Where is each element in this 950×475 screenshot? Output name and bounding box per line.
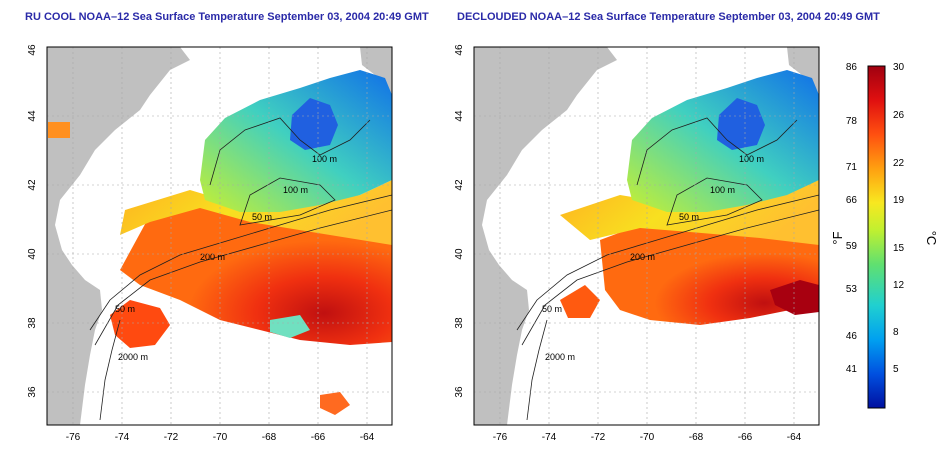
lat-tick-label: 46	[27, 44, 38, 56]
colorbar-f-tick: 59	[846, 241, 858, 252]
colorbar-c-tick: 19	[893, 195, 905, 206]
colorbar-c-tick: 15	[893, 243, 905, 254]
colorbar-c-tick: 12	[893, 280, 905, 291]
map-right-frame	[473, 46, 820, 426]
map-left-grid	[47, 47, 392, 425]
contour-label: 2000 m	[118, 352, 148, 362]
contour-label: 50 m	[252, 212, 272, 222]
colorbar-c-tick: 22	[893, 158, 905, 169]
lat-tick-label: 44	[454, 110, 465, 122]
contour-label: 200 m	[200, 252, 225, 262]
contour-label: 100 m	[739, 154, 764, 164]
colorbar-c-tick: 26	[893, 110, 905, 121]
contour-label: 100 m	[312, 154, 337, 164]
colorbar-f-tick: 86	[846, 62, 858, 73]
colorbar-gradient	[867, 65, 886, 409]
contour-label: 50 m	[115, 304, 135, 314]
colorbar-f-tick: 71	[846, 162, 858, 173]
colorbar-c-tick: 8	[893, 327, 899, 338]
map-right-grid	[474, 47, 819, 425]
lat-tick-label: 44	[27, 110, 38, 122]
lon-tick-label: -72	[591, 432, 606, 443]
map-title-right: DECLOUDED NOAA–12 Sea Surface Temperatur…	[457, 11, 880, 23]
lon-tick-label: -68	[262, 432, 277, 443]
colorbar-c-unit: °C	[924, 231, 939, 246]
colorbar-c-tick: 30	[893, 62, 905, 73]
contour-label: 50 m	[542, 304, 562, 314]
lon-tick-label: -64	[787, 432, 802, 443]
map-left-frame	[46, 46, 393, 426]
map-title-left: RU COOL NOAA–12 Sea Surface Temperature …	[25, 11, 429, 23]
lon-tick-label: -76	[66, 432, 81, 443]
lon-tick-label: -66	[311, 432, 326, 443]
colorbar-f-unit: °F	[830, 231, 845, 244]
lon-tick-label: -70	[213, 432, 228, 443]
contour-label: 50 m	[679, 212, 699, 222]
map-left-sst-field	[110, 70, 392, 415]
lat-tick-label: 46	[454, 44, 465, 56]
lon-tick-label: -76	[493, 432, 508, 443]
lon-tick-label: -74	[115, 432, 130, 443]
contour-label: 200 m	[630, 252, 655, 262]
colorbar-f-tick: 66	[846, 195, 858, 206]
lon-tick-label: -68	[689, 432, 704, 443]
lat-tick-label: 38	[27, 317, 38, 329]
map-left: 100 m 100 m 50 m 200 m 50 m 2000 m 46 44…	[27, 44, 393, 443]
map-right: 100 m 100 m 50 m 200 m 50 m 2000 m 46 44…	[454, 44, 820, 443]
lon-tick-label: -72	[164, 432, 179, 443]
lon-tick-label: -74	[542, 432, 557, 443]
colorbar-f-tick: 53	[846, 284, 858, 295]
lat-tick-label: 40	[27, 248, 38, 260]
contour-label: 100 m	[710, 185, 735, 195]
map-left-isobaths	[89, 117, 393, 421]
lon-tick-label: -70	[640, 432, 655, 443]
map-right-isobaths	[516, 117, 820, 421]
lat-tick-label: 36	[27, 386, 38, 398]
map-right-sst-field	[560, 70, 819, 325]
lat-tick-label: 36	[454, 386, 465, 398]
contour-label: 100 m	[283, 185, 308, 195]
colorbar-f-tick: 41	[846, 364, 858, 375]
lon-tick-label: -66	[738, 432, 753, 443]
colorbar-f-tick: 78	[846, 116, 858, 127]
lat-tick-label: 42	[454, 179, 465, 191]
lat-tick-label: 38	[454, 317, 465, 329]
lon-tick-label: -64	[360, 432, 375, 443]
colorbar-c-tick: 5	[893, 364, 899, 375]
lat-tick-label: 42	[27, 179, 38, 191]
lat-tick-label: 40	[454, 248, 465, 260]
colorbar-f-tick: 46	[846, 331, 858, 342]
colorbar: 86 78 71 66 59 53 46 41 30 26 22 19 15 1…	[830, 62, 939, 409]
contour-label: 2000 m	[545, 352, 575, 362]
